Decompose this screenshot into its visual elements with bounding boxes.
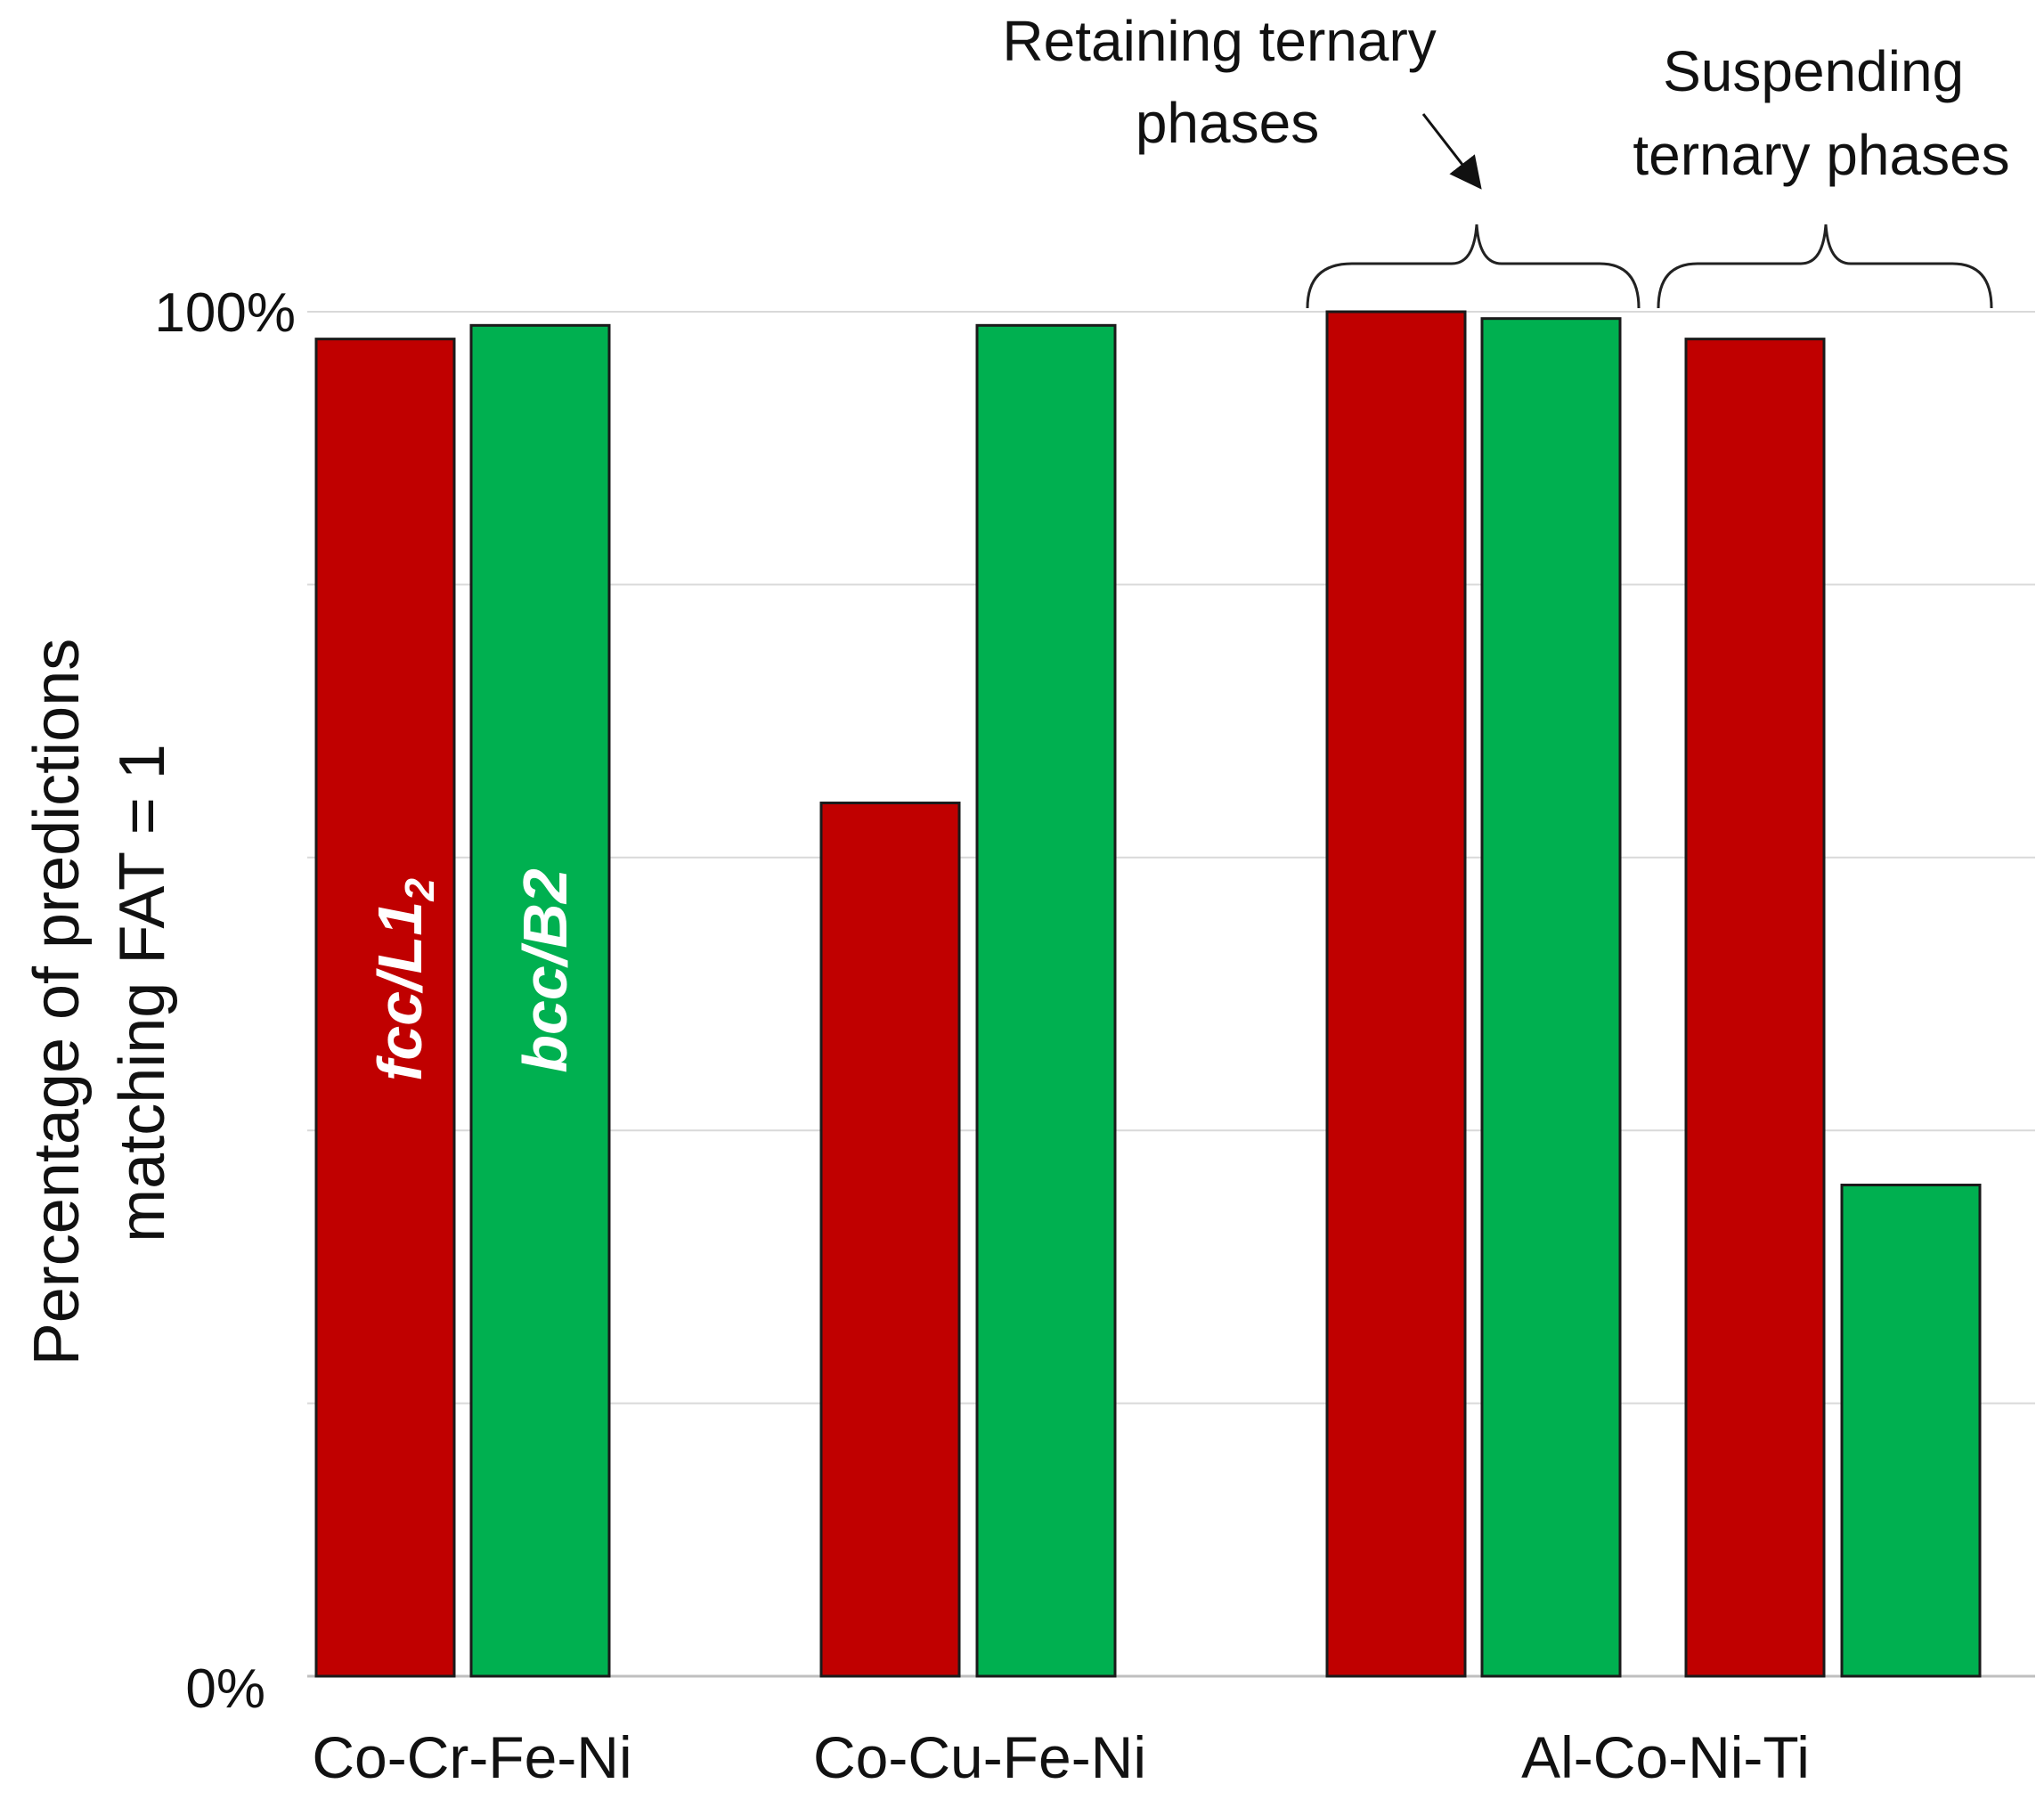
annotation-suspending-line-2: ternary phases <box>1633 123 2009 187</box>
annotation-suspending-line-1: Suspending <box>1663 39 1964 103</box>
annotation-retaining-ternary-phases: Retaining ternary phases <box>1002 9 1452 155</box>
y-axis-title-line-1: Percentage of predictions <box>21 639 93 1366</box>
bar-bcc-al-co-ni-ti-3 <box>1840 1183 1982 1678</box>
bar-bcc-co-cr-fe-ni-0 <box>469 323 611 1678</box>
y-axis-title: Percentage of predictions matching FAT =… <box>21 621 178 1366</box>
x-category-label-co-cr-fe-ni: Co-Cr-Fe-Ni <box>312 1724 631 1790</box>
series-label-fcc-text: fcc/L1 <box>365 901 435 1081</box>
retaining-brace <box>1306 224 1641 309</box>
bar-fcc-co-cr-fe-ni-0 <box>314 338 456 1678</box>
x-category-label-co-cu-fe-ni: Co-Cu-Fe-Ni <box>813 1724 1146 1790</box>
annotation-retaining-line-1: Retaining ternary <box>1002 9 1436 73</box>
annotation-arrow <box>1421 113 1482 190</box>
bar-bcc-co-cu-fe-ni-1 <box>975 323 1117 1678</box>
series-label-bcc-b2: bcc/B2 <box>510 868 580 1073</box>
annotation-retaining-line-2: phases <box>1136 91 1319 155</box>
series-label-fcc-l12: fcc/L12 <box>365 878 443 1081</box>
suspending-brace <box>1657 224 1993 309</box>
y-axis-title-line-2: matching FAT = 1 <box>107 744 178 1242</box>
y-tick-label-100: 100% <box>154 282 296 344</box>
y-tick-label-0: 0% <box>185 1658 265 1720</box>
bar-fcc-al-co-ni-ti-3 <box>1684 338 1826 1678</box>
x-category-label-al-co-ni-ti: Al-Co-Ni-Ti <box>1521 1724 1810 1790</box>
bar-fcc-al-co-ni-ti-2 <box>1325 310 1467 1678</box>
bars <box>314 310 1982 1678</box>
annotation-suspending-ternary-phases: Suspending ternary phases <box>1633 39 2009 187</box>
bar-bcc-al-co-ni-ti-2 <box>1480 317 1622 1678</box>
series-label-fcc-subscript: 2 <box>396 878 443 902</box>
bar-fcc-co-cu-fe-ni-1 <box>819 802 961 1678</box>
